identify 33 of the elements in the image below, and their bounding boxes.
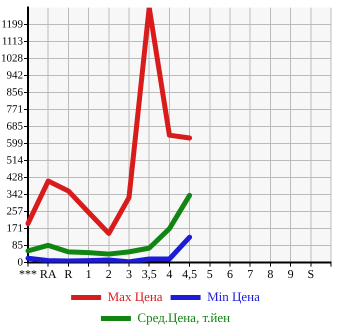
x-tick-label: RA [40, 266, 57, 281]
y-tick-label: 428 [6, 172, 24, 184]
x-tick-label: 3 [126, 266, 132, 281]
x-tick-label: 9 [288, 266, 294, 281]
legend-label: Сред.Цена, т.йен [137, 310, 230, 325]
y-tick-label: 85 [12, 240, 24, 252]
y-tick-label: 171 [6, 222, 23, 235]
x-tick-label: 4 [166, 266, 172, 281]
x-tick-label: 7 [247, 266, 254, 281]
x-tick-label: S [307, 266, 314, 281]
y-tick-label: 856 [6, 86, 24, 99]
y-tick-label: 514 [6, 154, 24, 166]
x-tick-label: 6 [227, 266, 233, 281]
x-tick-label: 1 [86, 266, 92, 281]
y-tick-label: 599 [6, 138, 24, 150]
legend-label: Min Цена [207, 288, 260, 304]
y-tick-label: 1199 [1, 18, 24, 31]
y-tick-label: 942 [6, 70, 23, 82]
x-tick-label: 5 [206, 266, 213, 281]
y-tick-label: 1028 [1, 52, 24, 64]
y-tick-label: 257 [6, 205, 24, 218]
x-tick-label: R [64, 266, 72, 281]
x-tick-label: 2 [106, 266, 112, 281]
x-tick-label: 8 [267, 266, 274, 281]
x-tick-label: *** [19, 266, 37, 281]
y-tick-label: 342 [6, 188, 23, 201]
legend-label: Max Цена [108, 288, 163, 304]
x-tick-label: 3,5 [142, 266, 157, 281]
x-tick-label: 4,5 [182, 266, 198, 281]
y-tick-label: 0 [18, 256, 24, 268]
y-tick-label: 1113 [2, 36, 24, 48]
y-tick-label: 685 [6, 120, 24, 133]
y-tick-label: 771 [6, 103, 23, 116]
